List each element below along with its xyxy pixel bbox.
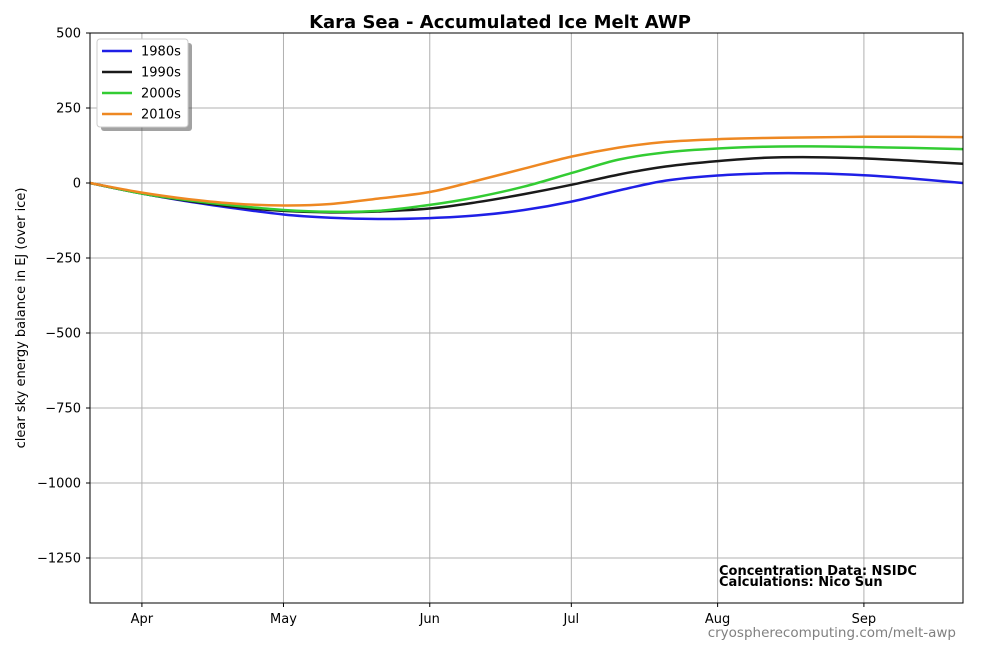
grid bbox=[90, 32, 963, 603]
series-lines bbox=[89, 135, 964, 221]
x-tick-label: Aug bbox=[705, 612, 730, 627]
plot-frame bbox=[89, 32, 964, 604]
y-tick-label: −1000 bbox=[37, 477, 81, 492]
y-axis-label: clear sky energy balance in EJ (over ice… bbox=[14, 188, 29, 449]
y-tick-label: 0 bbox=[73, 177, 81, 192]
series-line-2010s bbox=[89, 135, 964, 207]
y-tick-label: −750 bbox=[45, 402, 81, 417]
y-tick-label: −500 bbox=[45, 327, 81, 342]
x-tick-label: May bbox=[270, 612, 297, 627]
chart-title: Kara Sea - Accumulated Ice Melt AWP bbox=[309, 12, 691, 33]
annotation-calculations: Calculations: Nico Sun bbox=[719, 575, 883, 590]
x-tick-label: Apr bbox=[131, 612, 154, 627]
series-line-2000s bbox=[89, 145, 964, 214]
legend-label-2000s: 2000s bbox=[141, 87, 181, 102]
y-axis: 500 250 0 −250 −500 −750 −1000 −1250 bbox=[37, 27, 90, 567]
x-tick-label: Sep bbox=[852, 612, 877, 627]
x-tick-label: Jul bbox=[562, 612, 579, 627]
legend-label-1980s: 1980s bbox=[141, 45, 181, 60]
legend: 1980s 1990s 2000s 2010s bbox=[96, 38, 192, 131]
x-tick-label: Jun bbox=[419, 612, 440, 627]
y-tick-label: 250 bbox=[56, 102, 81, 117]
footer-url: cryospherecomputing.com/melt-awp bbox=[708, 625, 956, 641]
y-tick-label: −1250 bbox=[37, 552, 81, 567]
legend-box bbox=[96, 38, 189, 128]
y-tick-label: 500 bbox=[56, 27, 81, 42]
x-axis: Apr May Jun Jul Aug Sep bbox=[131, 603, 877, 627]
series-line-1980s bbox=[89, 171, 964, 221]
y-tick-label: −250 bbox=[45, 252, 81, 267]
annotation-data-source: Concentration Data: NSIDC bbox=[719, 564, 917, 579]
legend-label-1990s: 1990s bbox=[141, 66, 181, 81]
legend-label-2010s: 2010s bbox=[141, 108, 181, 123]
